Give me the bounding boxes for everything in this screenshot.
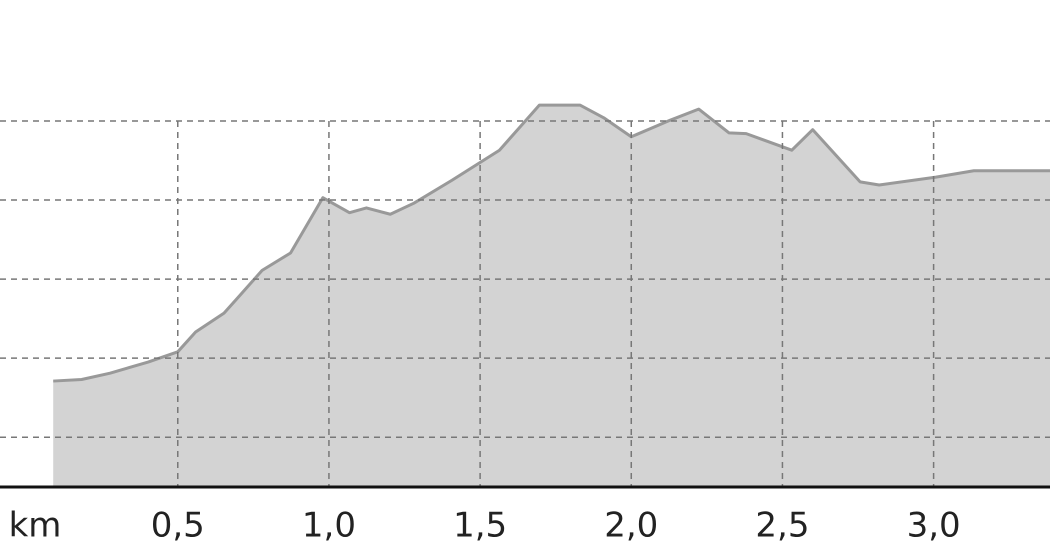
x-tick-label: 2,0	[604, 506, 658, 546]
x-tick-label: 3,0	[907, 506, 961, 546]
area-line	[53, 103, 1050, 383]
x-axis-label: km	[9, 506, 62, 546]
x-tick-label: 0,5	[151, 506, 205, 546]
area-fill	[53, 105, 1050, 487]
x-tick-label: 1,0	[302, 506, 356, 546]
x-tick-label: 2,5	[755, 506, 809, 546]
x-tick-label: 1,5	[453, 506, 507, 546]
